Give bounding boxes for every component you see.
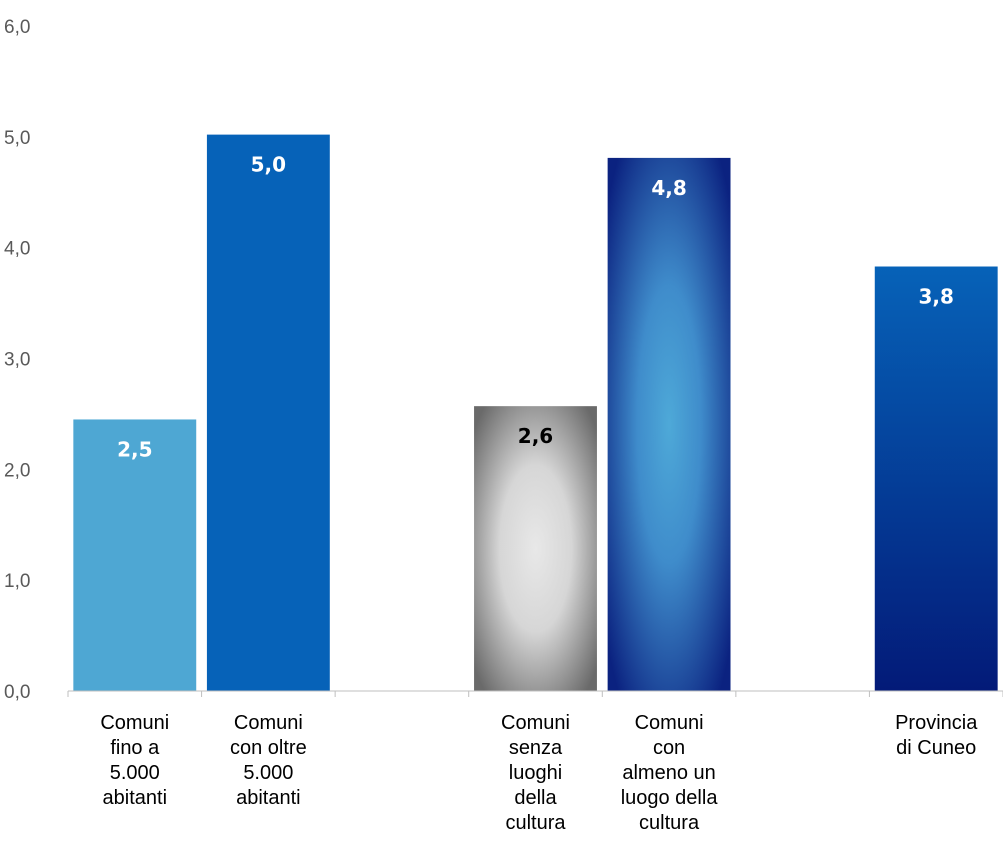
bar xyxy=(73,419,197,691)
bar xyxy=(206,134,330,691)
y-tick-label: 1,0 xyxy=(4,571,30,592)
category-label-line: luogo della xyxy=(621,787,719,809)
data-label: 4,8 xyxy=(651,176,686,200)
category-label-line: Comuni xyxy=(234,712,303,734)
category-label-line: abitanti xyxy=(236,787,301,809)
x-axis xyxy=(67,690,1003,697)
category-label-line: luoghi xyxy=(509,762,562,784)
y-tick-label: 3,0 xyxy=(4,350,30,371)
category-label-line: abitanti xyxy=(103,787,168,809)
category-label-line: con oltre xyxy=(230,737,307,759)
y-axis-ticks: 0,0 1,0 2,0 3,0 4,0 5,0 6,0 xyxy=(4,17,30,703)
category-label-line: 5.000 xyxy=(243,762,293,784)
category-label-line: cultura xyxy=(505,812,566,834)
bar xyxy=(474,406,597,691)
category-label-line: almeno un xyxy=(622,762,715,784)
data-labels: 2,5 5,0 2,6 4,8 3,8 xyxy=(117,153,954,462)
category-label: Provincia di Cuneo xyxy=(895,712,978,759)
category-label-line: di Cuneo xyxy=(896,737,976,759)
category-label-line: Comuni xyxy=(635,712,704,734)
category-label: Comuni senza luoghi della cultura xyxy=(501,712,570,834)
category-labels: Comuni fino a 5.000 abitanti Comuni con oltre… xyxy=(100,712,978,834)
data-label: 2,6 xyxy=(518,424,553,448)
data-label: 5,0 xyxy=(251,153,286,177)
category-label: Comuni con almeno un luogo della cultura xyxy=(621,712,719,834)
data-label: 3,8 xyxy=(918,285,953,309)
category-label-line: fino a xyxy=(110,737,160,759)
category-label-line: Comuni xyxy=(501,712,570,734)
category-label-line: Provincia xyxy=(895,712,978,734)
y-tick-label: 5,0 xyxy=(4,128,30,149)
category-label-line: Comuni xyxy=(100,712,169,734)
category-label-line: senza xyxy=(509,737,563,759)
bar xyxy=(607,157,731,691)
category-label-line: 5.000 xyxy=(110,762,160,784)
bar xyxy=(874,266,998,691)
bars xyxy=(73,134,998,691)
category-label-line: cultura xyxy=(639,812,700,834)
y-tick-label: 0,0 xyxy=(4,682,30,703)
y-tick-label: 2,0 xyxy=(4,460,30,481)
y-tick-label: 4,0 xyxy=(4,239,30,260)
category-label-line: della xyxy=(514,787,557,809)
category-label: Comuni fino a 5.000 abitanti xyxy=(100,712,169,809)
category-label: Comuni con oltre 5.000 abitanti xyxy=(230,712,307,809)
data-label: 2,5 xyxy=(117,437,152,461)
category-label-line: con xyxy=(653,737,685,759)
y-tick-label: 6,0 xyxy=(4,17,30,38)
